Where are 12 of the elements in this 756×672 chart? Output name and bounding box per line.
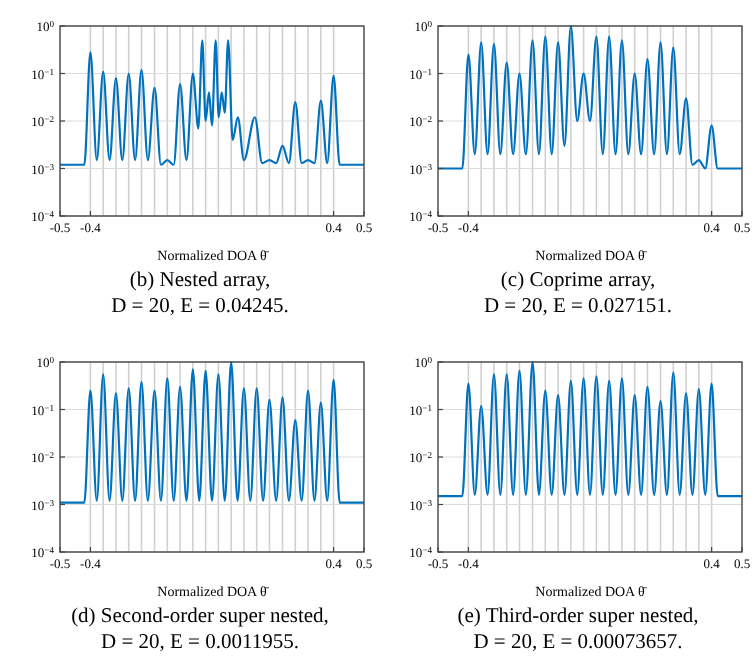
- text: (c) Coprime array,: [500, 270, 656, 292]
- line-series: [436, 24, 744, 170]
- text: (e) Third-order super nested,: [457, 606, 699, 628]
- line-series: [58, 360, 366, 504]
- text: (b) Nested array,: [129, 270, 271, 292]
- text: D = 20, E = 0.04245.: [111, 296, 289, 318]
- text: D = 20, E = 0.00073657.: [473, 632, 683, 654]
- line-series: [58, 39, 366, 166]
- line-series: [436, 360, 744, 498]
- text: (d) Second-order super nested,: [71, 606, 329, 628]
- text: D = 20, E = 0.0011955.: [101, 632, 299, 654]
- text: D = 20, E = 0.027151.: [483, 296, 673, 318]
